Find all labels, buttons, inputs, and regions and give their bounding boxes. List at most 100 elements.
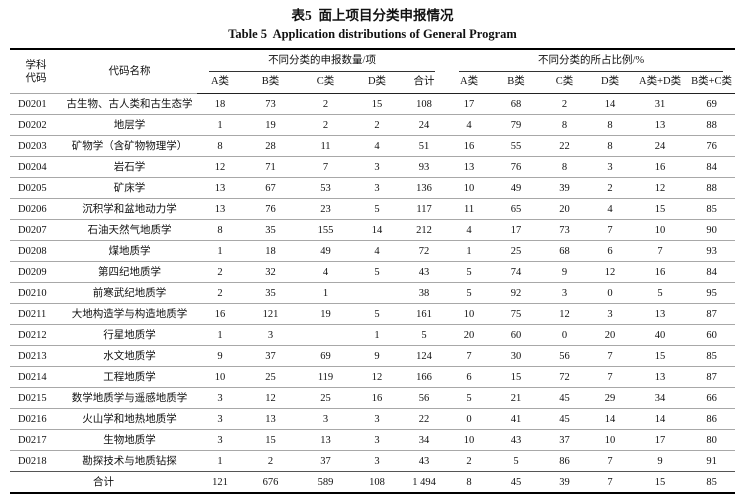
total-row: 合计 121 676 589 108 1 494 8 45 39 7 15 85 — [10, 471, 736, 493]
value-cell: 67 — [243, 177, 298, 199]
value-cell: 0 — [588, 282, 633, 304]
value-cell: 3 — [298, 408, 353, 430]
table-caption-en: Table 5 Application distributions of Gen… — [228, 27, 517, 41]
subject-code-cell: D0208 — [10, 240, 62, 262]
table-body: D0201 古生物、古人类和古生态学 18 73 2 15 108 17 68 2 14 31 69 D0… — [10, 93, 736, 493]
value-cell: 30 — [491, 345, 542, 367]
column-header: C类 — [541, 72, 589, 94]
value-cell: 121 — [243, 303, 298, 325]
value-cell: 66 — [688, 387, 736, 409]
value-cell: 22 — [541, 135, 589, 157]
column-header: 合计 — [401, 72, 448, 94]
value-cell: 5 — [491, 450, 542, 472]
code-name-cell: 石油天然气地质学 — [62, 219, 197, 241]
table-row: D0204 岩石学 12 71 7 3 93 13 76 8 3 16 84 — [10, 156, 736, 178]
code-name-cell: 矿床学 — [62, 177, 197, 199]
subject-code-cell: D0218 — [10, 450, 62, 472]
value-cell: 12 — [197, 156, 243, 178]
code-name-cell: 工程地质学 — [62, 366, 197, 388]
value-cell: 39 — [541, 177, 589, 199]
value-cell: 19 — [243, 114, 298, 136]
value-cell: 45 — [541, 408, 589, 430]
value-cell: 88 — [688, 177, 736, 199]
value-cell: 85 — [688, 345, 736, 367]
value-cell: 88 — [688, 114, 736, 136]
total-value-cell: 1 494 — [401, 471, 448, 493]
subject-code-cell: D0217 — [10, 429, 62, 451]
value-cell: 87 — [688, 366, 736, 388]
code-name-cell: 大地构造学与构造地质学 — [62, 303, 197, 325]
value-cell: 4 — [447, 219, 492, 241]
table-row: D0208 煤地质学 1 18 49 4 72 1 25 68 6 7 93 — [10, 240, 736, 262]
column-header: A类+D类 — [632, 72, 689, 94]
value-cell: 16 — [632, 156, 689, 178]
value-cell: 49 — [491, 177, 542, 199]
value-cell: 9 — [541, 261, 589, 283]
value-cell: 12 — [353, 366, 401, 388]
value-cell: 18 — [243, 240, 298, 262]
value-cell: 12 — [243, 387, 298, 409]
column-header: A类 — [197, 72, 243, 94]
value-cell: 95 — [688, 282, 736, 304]
code-name-cell: 生物地质学 — [62, 429, 197, 451]
value-cell: 3 — [588, 303, 633, 325]
subject-code-cell: D0211 — [10, 303, 62, 325]
value-cell: 3 — [353, 429, 401, 451]
value-cell: 14 — [588, 408, 633, 430]
value-cell: 11 — [298, 135, 353, 157]
value-cell: 124 — [401, 345, 448, 367]
value-cell: 37 — [243, 345, 298, 367]
subject-code-cell: D0213 — [10, 345, 62, 367]
value-cell: 0 — [447, 408, 492, 430]
column-header: B类 — [491, 72, 542, 94]
value-cell: 5 — [353, 261, 401, 283]
total-value-cell: 85 — [688, 471, 736, 493]
value-cell: 93 — [688, 240, 736, 262]
value-cell: 19 — [298, 303, 353, 325]
table-row: D0205 矿床学 13 67 53 3 136 10 49 39 2 12 88 — [10, 177, 736, 199]
value-cell: 161 — [401, 303, 448, 325]
value-cell: 68 — [491, 93, 542, 115]
value-cell: 28 — [243, 135, 298, 157]
value-cell: 16 — [447, 135, 492, 157]
value-cell: 166 — [401, 366, 448, 388]
table-row: D0202 地层学 1 19 2 2 24 4 79 8 8 13 88 — [10, 114, 736, 136]
value-cell: 2 — [588, 177, 633, 199]
value-cell: 1 — [197, 450, 243, 472]
value-cell: 3 — [353, 450, 401, 472]
value-cell: 56 — [401, 387, 448, 409]
value-cell: 4 — [353, 135, 401, 157]
value-cell: 8 — [588, 135, 633, 157]
value-cell: 91 — [688, 450, 736, 472]
value-cell: 10 — [197, 366, 243, 388]
value-cell: 2 — [298, 114, 353, 136]
subject-code-cell: D0216 — [10, 408, 62, 430]
subject-code-cell: D0202 — [10, 114, 62, 136]
value-cell: 80 — [688, 429, 736, 451]
value-cell: 2 — [298, 93, 353, 115]
value-cell: 4 — [353, 240, 401, 262]
value-cell: 38 — [401, 282, 448, 304]
value-cell: 35 — [243, 219, 298, 241]
value-cell: 16 — [632, 261, 689, 283]
value-cell: 37 — [541, 429, 589, 451]
value-cell: 5 — [447, 282, 492, 304]
value-cell: 74 — [491, 261, 542, 283]
value-cell: 8 — [197, 135, 243, 157]
value-cell: 43 — [491, 429, 542, 451]
value-cell: 5 — [447, 387, 492, 409]
value-cell: 8 — [197, 219, 243, 241]
subject-code-cell: D0203 — [10, 135, 62, 157]
total-value-cell: 8 — [447, 471, 492, 493]
value-cell: 119 — [298, 366, 353, 388]
value-cell: 5 — [401, 324, 448, 346]
value-cell: 73 — [541, 219, 589, 241]
value-cell: 79 — [491, 114, 542, 136]
value-cell: 2 — [447, 450, 492, 472]
subject-code-cell: D0212 — [10, 324, 62, 346]
subject-code-cell: D0205 — [10, 177, 62, 199]
value-cell: 5 — [353, 303, 401, 325]
value-cell: 5 — [632, 282, 689, 304]
header-group-percents: 不同分类的所占比例/% — [447, 49, 735, 72]
value-cell: 14 — [588, 93, 633, 115]
